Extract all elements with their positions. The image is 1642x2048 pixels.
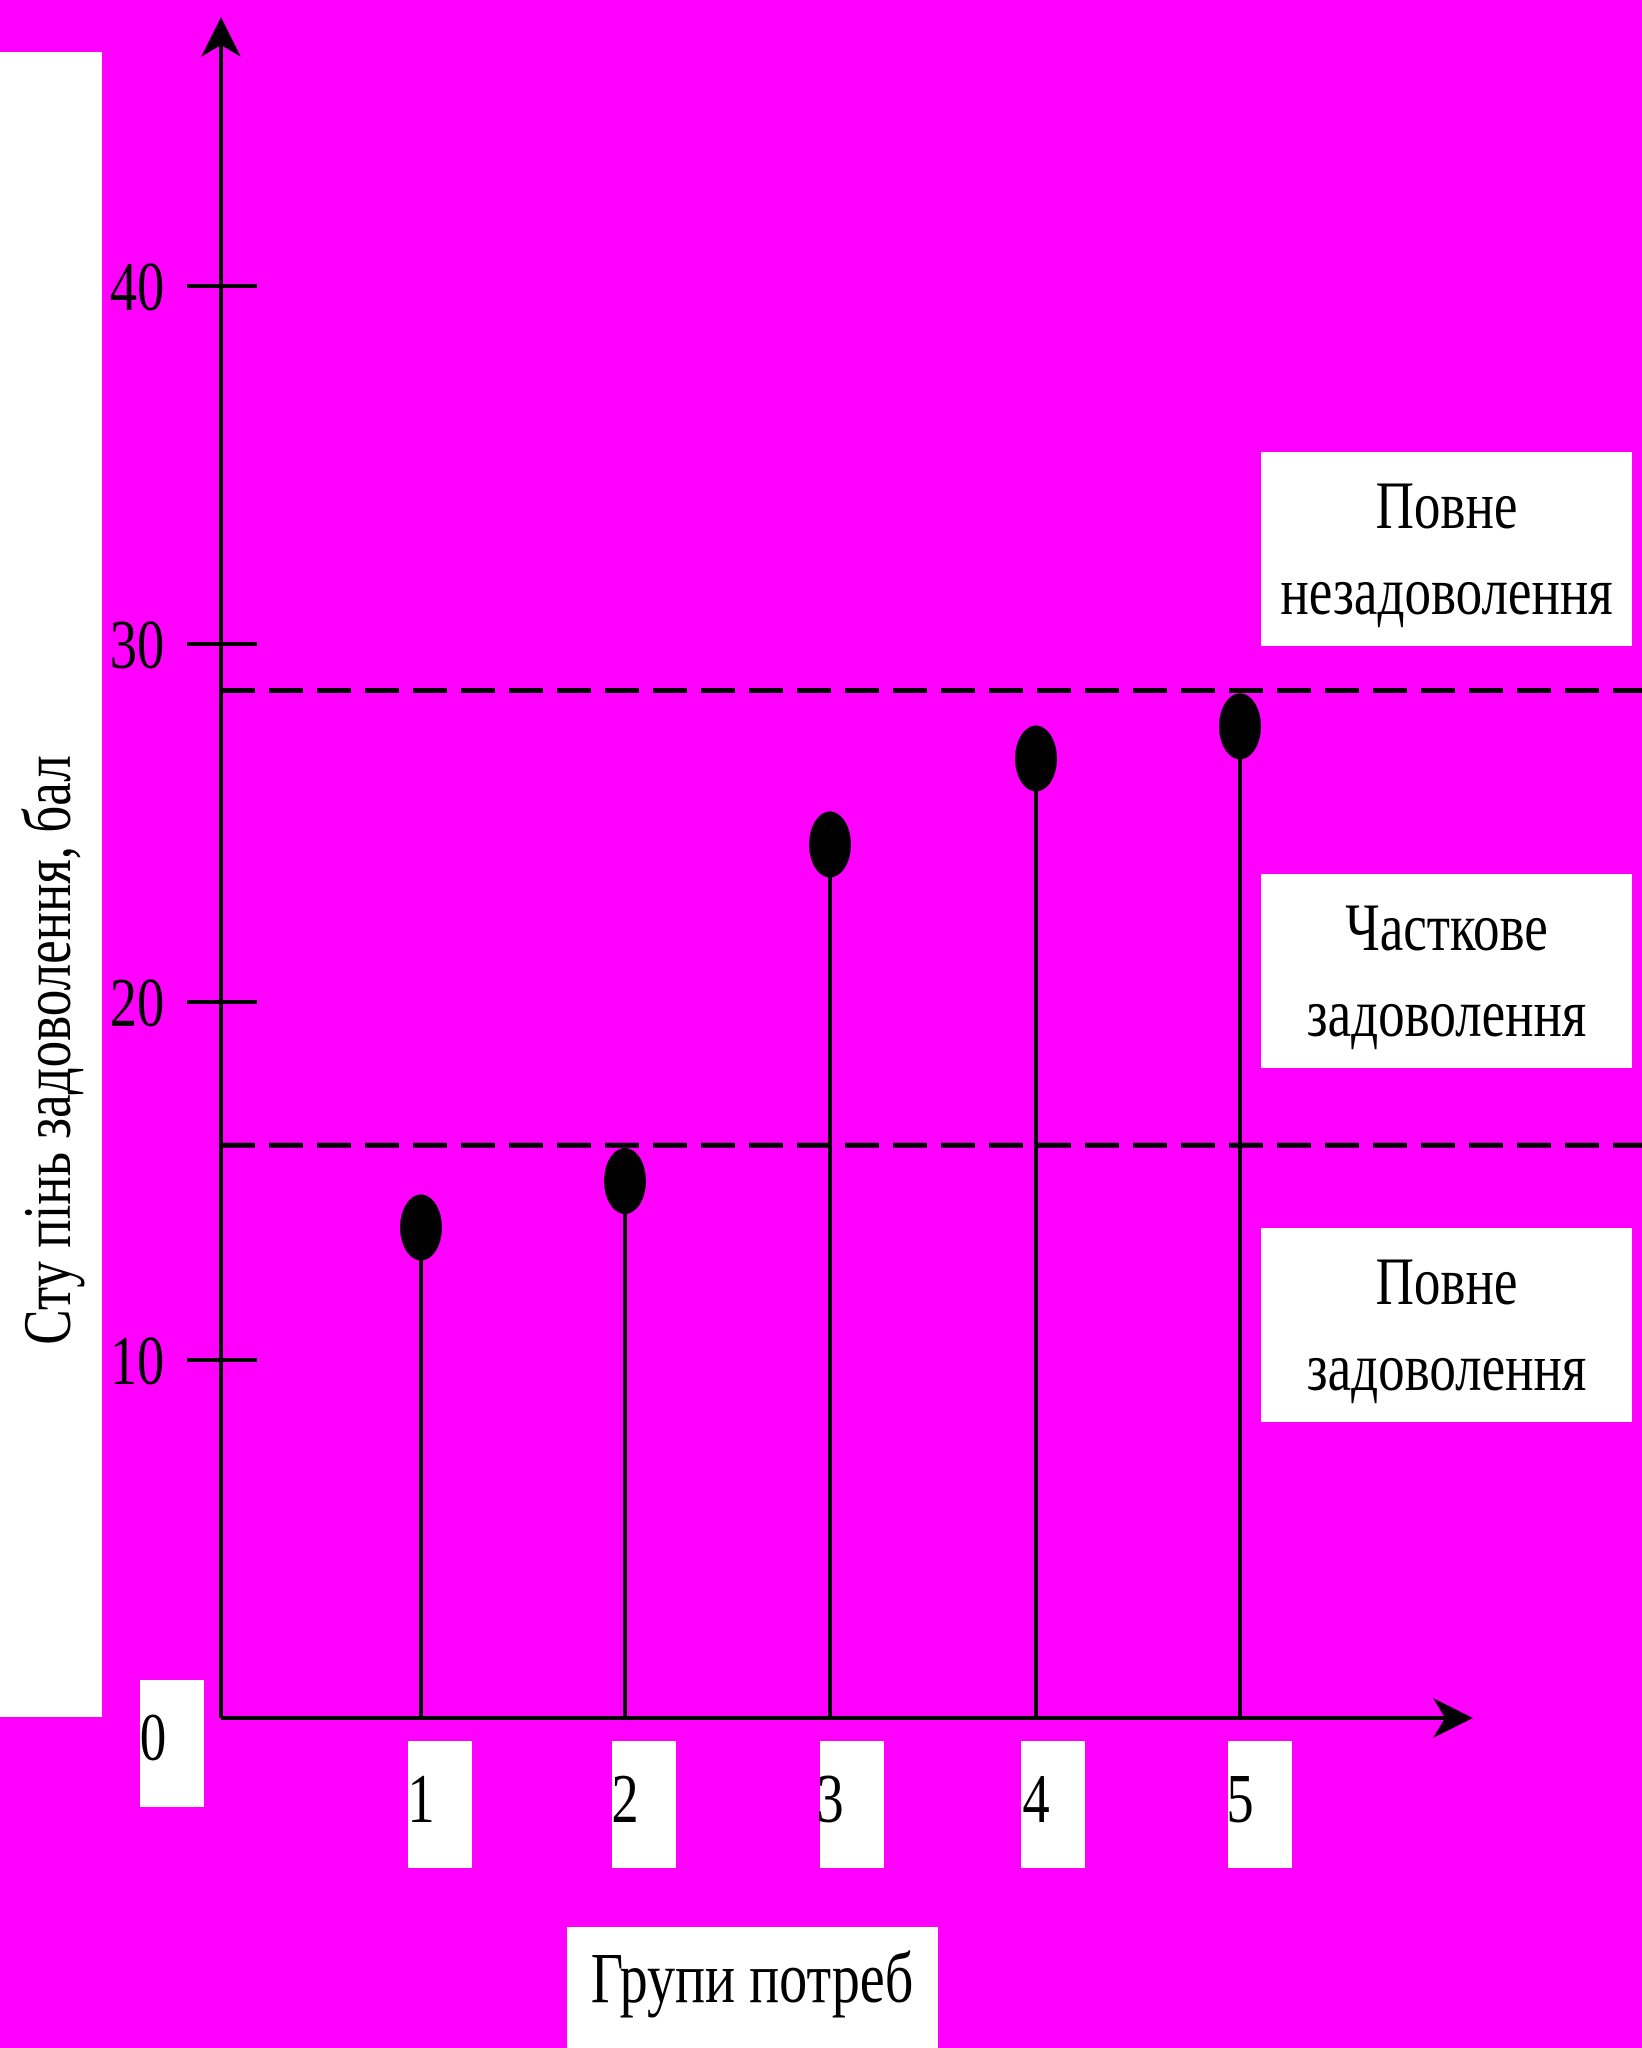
zone-label-line: Повне [1376,1245,1518,1320]
x-tick-box [612,1741,676,1868]
x-tick-box [820,1741,884,1868]
y-ticks: 10 20 30 40 [110,248,257,1400]
zone-label-line: Часткове [1345,891,1548,966]
zone-label-box [1261,874,1632,1068]
data-point [1219,693,1261,760]
x-axis-label: Групи потреб [591,1937,914,2017]
stems [400,693,1261,1718]
y-tick-label: 40 [110,248,165,326]
x-tick-label: 1 [407,1760,434,1838]
zone-label-line: задоволення [1307,1331,1587,1406]
origin-label: 0 [140,1701,167,1776]
zone-label-line: Повне [1376,469,1518,544]
y-tick-label: 20 [110,964,165,1042]
data-point [809,811,851,878]
x-tick-labels: 1 2 3 4 5 [407,1741,1292,1868]
origin-label-panel [140,1680,204,1807]
x-tick-box [408,1741,472,1868]
x-tick-label: 5 [1226,1760,1253,1838]
threshold-lines [221,688,1642,1148]
zone-labels: Повне незадоволення Часткове задоволення Пов… [1261,452,1632,1422]
x-tick-box [1228,1741,1292,1868]
x-axis-label-panel [567,1927,938,2048]
y-axis-label-panel [0,52,102,1717]
zone-label-line: задоволення [1307,977,1587,1052]
data-point [1015,725,1057,792]
x-tick-label: 2 [611,1760,638,1838]
x-tick-label: 4 [1022,1760,1049,1838]
y-tick-label: 30 [110,606,165,684]
x-tick-label: 3 [816,1760,843,1838]
zone-label-box [1261,1228,1632,1422]
y-tick-label: 10 [110,1322,165,1400]
x-tick-box [1021,1741,1085,1868]
zone-label-box [1261,452,1632,646]
data-point [604,1148,646,1214]
data-point [400,1194,442,1261]
zone-label-line: незадоволення [1280,555,1612,630]
y-axis-label: Сту пінь задоволення, бал [11,755,86,1344]
